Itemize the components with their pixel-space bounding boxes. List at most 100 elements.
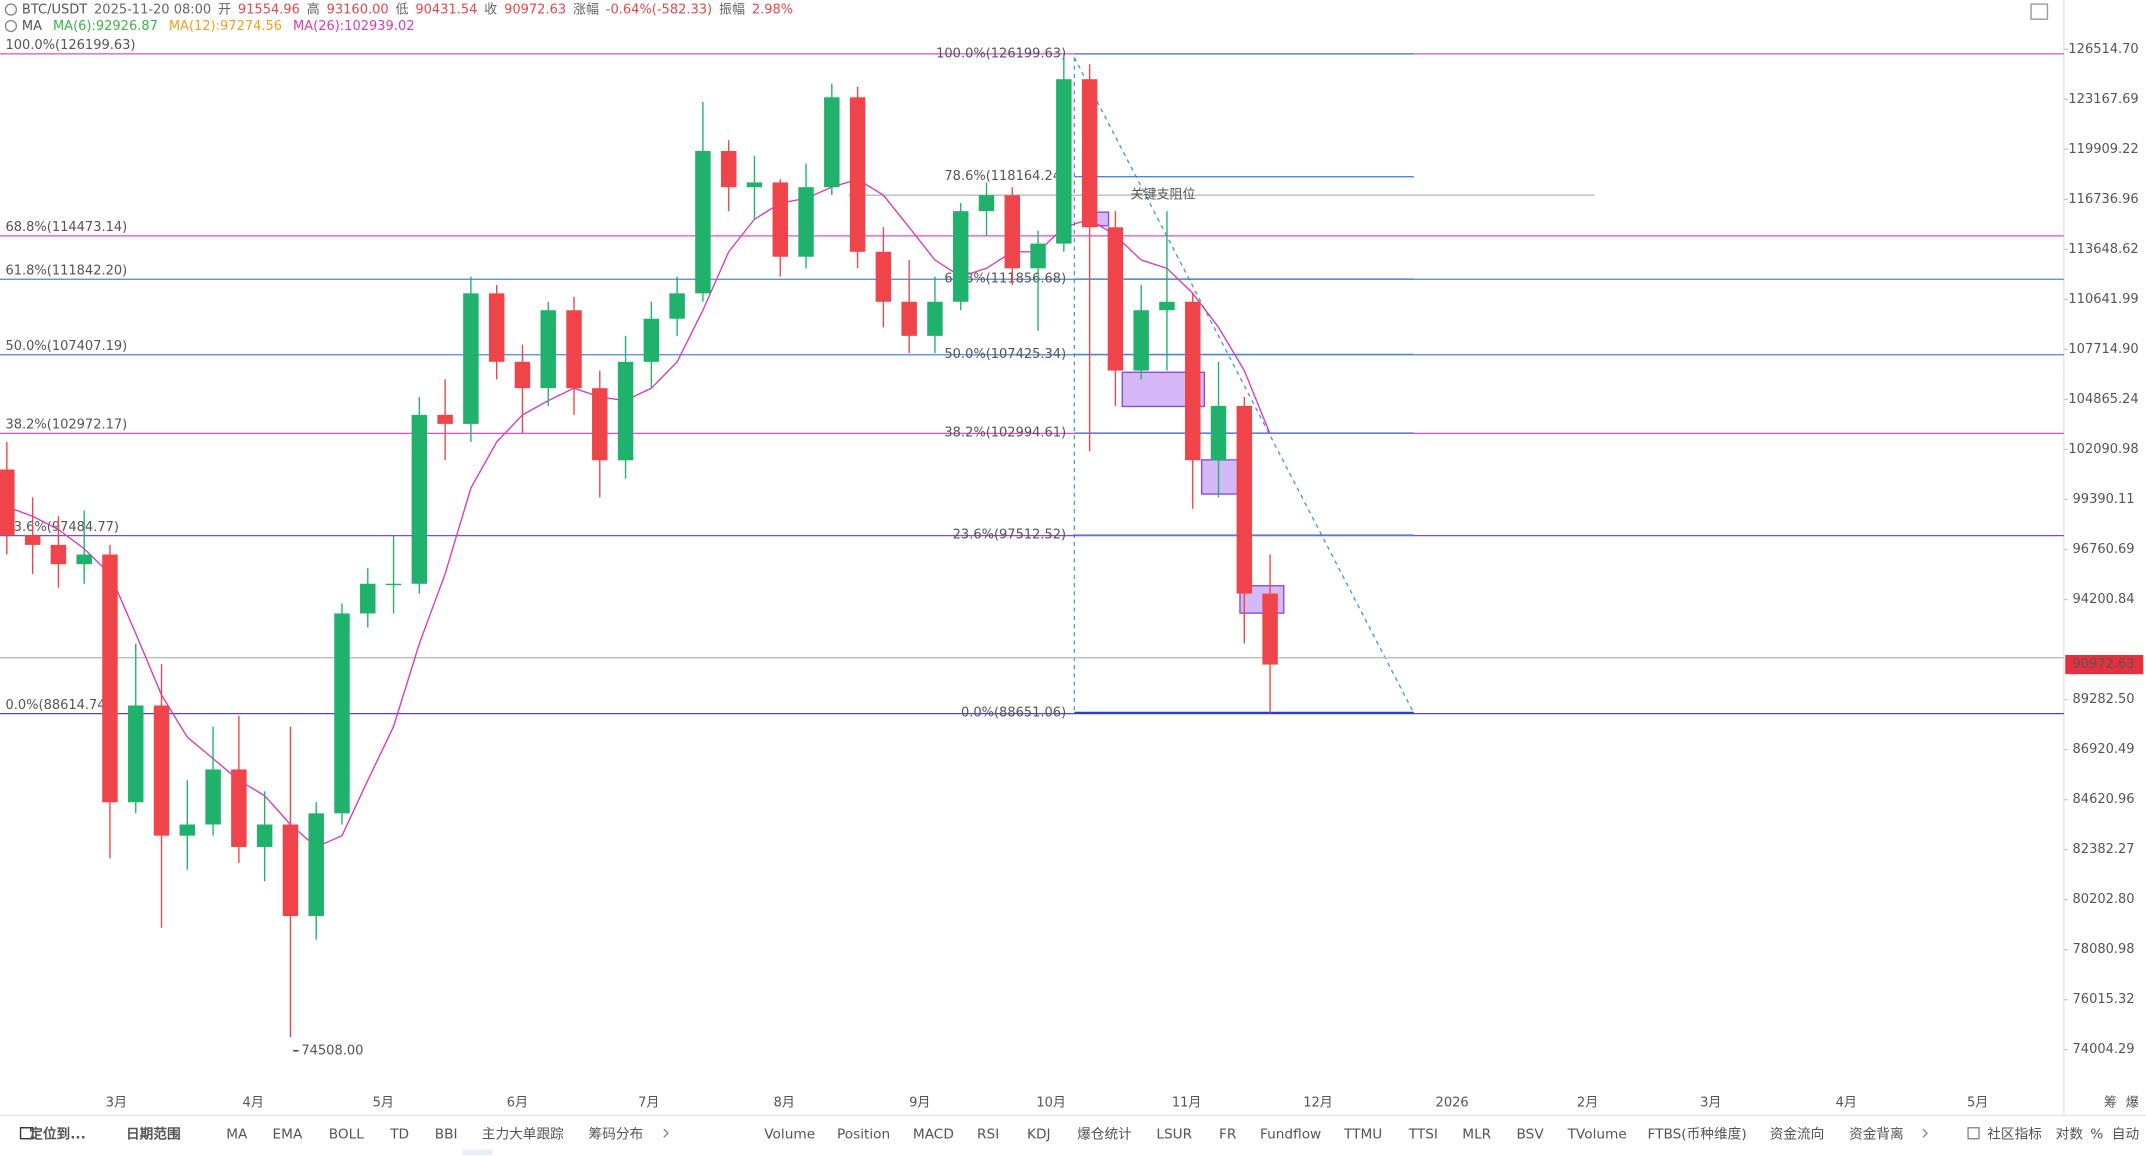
toolbar-item[interactable]: 资金背离 bbox=[1849, 1126, 1904, 1143]
x-tick-label: 10月 bbox=[1036, 1096, 1066, 1111]
community-icon[interactable] bbox=[1967, 1127, 1980, 1140]
x-tick-label: 4月 bbox=[1836, 1096, 1857, 1111]
fib-label: 38.2%(102994.61) bbox=[944, 426, 1066, 441]
toolbar-item[interactable]: RSI bbox=[977, 1127, 999, 1143]
toolbar-item[interactable]: EMA bbox=[273, 1127, 303, 1143]
toolbar-item[interactable]: TTSI bbox=[1408, 1127, 1438, 1143]
x-tick-label: 6月 bbox=[507, 1096, 528, 1111]
candle-body bbox=[566, 310, 582, 389]
x-tick-label: 8月 bbox=[774, 1096, 795, 1111]
candle-body bbox=[205, 769, 221, 825]
y-tick-label: 104865.24 bbox=[2068, 392, 2138, 407]
candle-body bbox=[1262, 593, 1278, 665]
axis-option[interactable]: 筹 bbox=[2104, 1095, 2117, 1111]
toolbar-item[interactable]: 主力大单跟踪 bbox=[482, 1127, 564, 1143]
x-tick-label: 12月 bbox=[1303, 1096, 1333, 1111]
toolbar-item[interactable]: TD bbox=[389, 1127, 409, 1143]
more-chevron[interactable] bbox=[663, 1128, 669, 1138]
candle-body bbox=[463, 293, 479, 424]
header-field: 高 bbox=[307, 1, 320, 17]
candle-body bbox=[488, 293, 505, 362]
candle-body bbox=[385, 583, 402, 586]
candle-body bbox=[1236, 405, 1253, 594]
header-field: 91554.96 bbox=[238, 2, 300, 17]
toolbar-item[interactable]: BBI bbox=[435, 1127, 458, 1143]
toolbar-item[interactable]: 日期范围 bbox=[126, 1126, 181, 1143]
toolbar-item[interactable]: FTBS(币种维度) bbox=[1648, 1127, 1747, 1143]
toolbar-item[interactable]: Fundflow bbox=[1260, 1127, 1321, 1143]
collapse-icon[interactable] bbox=[4, 19, 18, 33]
collapse-icon[interactable] bbox=[4, 3, 18, 16]
locate-icon[interactable] bbox=[19, 1127, 34, 1140]
fullscreen-icon[interactable] bbox=[2030, 3, 2049, 20]
candle-body bbox=[978, 195, 995, 212]
toolbar-item[interactable]: BOLL bbox=[329, 1127, 365, 1143]
y-tick-label: 123167.69 bbox=[2068, 92, 2138, 107]
x-tick-label: 2月 bbox=[1577, 1096, 1598, 1111]
y-tick-label: 84620.96 bbox=[2073, 792, 2135, 807]
axis-option[interactable]: 爆 bbox=[2126, 1096, 2139, 1111]
candle-body bbox=[901, 301, 917, 336]
toolbar-item[interactable]: 社区指标 bbox=[1987, 1127, 2042, 1143]
y-tick-label: 99390.11 bbox=[2073, 492, 2135, 507]
toolbar-item[interactable]: FR bbox=[1219, 1127, 1237, 1143]
candle-body bbox=[514, 361, 531, 389]
toolbar-item[interactable]: BSV bbox=[1517, 1127, 1545, 1143]
overlay-layer: 关键支阻位 74508.00 90972.63 bbox=[293, 188, 2144, 1058]
candle-body bbox=[179, 824, 196, 836]
header-field: 涨幅 bbox=[573, 2, 599, 17]
toolbar-item[interactable]: Position bbox=[837, 1127, 890, 1143]
resistance-label: 关键支阻位 bbox=[1130, 188, 1195, 203]
toolbar-item[interactable]: 资金流向 bbox=[1770, 1127, 1825, 1143]
y-tick-label: 126514.70 bbox=[2068, 42, 2138, 57]
toolbar-item[interactable]: Volume bbox=[764, 1127, 815, 1143]
y-tick-label: 116736.96 bbox=[2068, 192, 2138, 207]
toolbar-item[interactable]: LSUR bbox=[1156, 1127, 1192, 1143]
candle-body bbox=[772, 182, 788, 257]
y-tick-label: 119909.22 bbox=[2068, 142, 2138, 157]
fib-label: 78.6%(118164.24) bbox=[944, 169, 1066, 184]
low-label: 74508.00 bbox=[301, 1043, 363, 1058]
toolbar-item[interactable]: 自动 bbox=[2112, 1127, 2139, 1143]
toolbar-item[interactable]: 定位到... bbox=[29, 1126, 86, 1143]
candle-body bbox=[849, 97, 866, 252]
y-tick-label: 110641.99 bbox=[2068, 292, 2138, 307]
symbol: BTC/USDT bbox=[22, 2, 87, 17]
toolbar-item[interactable]: MLR bbox=[1462, 1127, 1491, 1143]
toolbar-item[interactable]: MA bbox=[226, 1127, 248, 1143]
candle-body bbox=[334, 613, 350, 814]
candle-body bbox=[76, 554, 92, 565]
header-field: 开 bbox=[218, 2, 231, 17]
candle-body bbox=[231, 769, 247, 847]
candle-body bbox=[798, 187, 814, 257]
candle-body bbox=[1004, 195, 1021, 269]
y-tick-label: 86920.49 bbox=[2073, 742, 2135, 757]
toolbar-item[interactable]: MACD bbox=[913, 1127, 954, 1143]
candle-body bbox=[102, 554, 118, 803]
x-tick-label: 2026 bbox=[1436, 1096, 1469, 1111]
fib-label: 0.0%(88651.06) bbox=[961, 705, 1066, 720]
toolbar-item[interactable]: TTMU bbox=[1343, 1127, 1382, 1143]
y-tick-label: 80202.80 bbox=[2073, 892, 2135, 907]
header-ma-line: MA MA(6):92926.87 MA(12):97274.56 MA(26):10… bbox=[22, 19, 415, 34]
candle-body bbox=[282, 824, 299, 917]
fib-label: 50.0%(107407.19) bbox=[5, 339, 127, 354]
candle-body bbox=[411, 414, 428, 584]
candle-body bbox=[1210, 405, 1227, 461]
candle-body bbox=[50, 544, 67, 565]
candle-body bbox=[617, 361, 634, 461]
toolbar-item[interactable]: 筹码分布 bbox=[589, 1126, 644, 1143]
y-tick-label: 74004.29 bbox=[2073, 1042, 2135, 1057]
toolbar-item[interactable]: 对数 bbox=[2056, 1127, 2084, 1143]
candle-body bbox=[153, 705, 170, 836]
x-tick-label: 9月 bbox=[909, 1096, 930, 1111]
toolbar-item[interactable]: % bbox=[2090, 1127, 2103, 1143]
fib-label: 23.6%(97512.52) bbox=[953, 528, 1066, 543]
toolbar-item[interactable]: TVolume bbox=[1567, 1127, 1627, 1143]
candle-body bbox=[952, 211, 969, 302]
toolbar-item[interactable]: KDJ bbox=[1027, 1127, 1051, 1143]
toolbar-item[interactable]: 爆仓统计 bbox=[1077, 1127, 1132, 1143]
candle-body bbox=[1185, 301, 1201, 461]
more-chevron[interactable] bbox=[1922, 1128, 1928, 1138]
